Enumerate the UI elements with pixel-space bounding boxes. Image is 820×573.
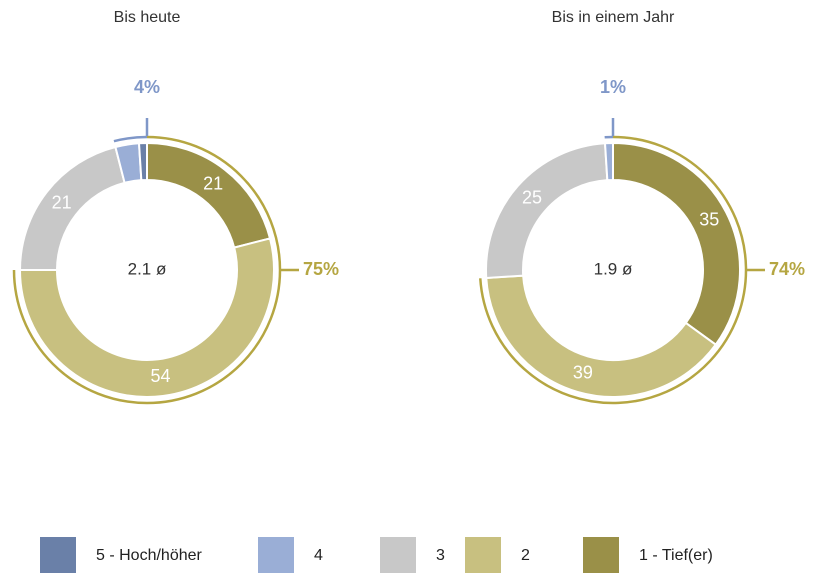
chart-title: Bis in einem Jahr bbox=[552, 9, 675, 26]
legend-swatch bbox=[465, 537, 501, 573]
data-label: 35 bbox=[699, 210, 719, 230]
legend-label: 4 bbox=[314, 547, 323, 564]
donut-segment bbox=[603, 141, 614, 182]
data-label: 54 bbox=[151, 366, 171, 386]
legend-swatch bbox=[258, 537, 294, 573]
donut-segment bbox=[18, 145, 126, 271]
donut-segment bbox=[137, 141, 148, 182]
donut-segment bbox=[612, 141, 741, 347]
donut-segment bbox=[146, 141, 272, 249]
center-label: 1.9 ø bbox=[594, 259, 633, 278]
legend-swatch bbox=[583, 537, 619, 573]
data-label: 25 bbox=[522, 187, 542, 207]
chart-title: Bis heute bbox=[114, 9, 181, 26]
annotation-bracket bbox=[12, 135, 282, 405]
annotation-bracket bbox=[479, 135, 748, 405]
legend-label: 1 - Tief(er) bbox=[639, 547, 713, 564]
annotation-label: 4% bbox=[134, 77, 160, 97]
annotation-label: 1% bbox=[600, 77, 626, 97]
legend-swatch bbox=[380, 537, 416, 573]
data-label: 21 bbox=[203, 173, 223, 193]
data-label: 21 bbox=[52, 193, 72, 213]
donut-segment bbox=[18, 237, 275, 398]
donut-segment bbox=[485, 274, 718, 398]
center-label: 2.1 ø bbox=[128, 259, 167, 278]
legend-label: 3 bbox=[436, 547, 445, 564]
annotation-label: 74% bbox=[769, 259, 805, 279]
data-label: 39 bbox=[573, 362, 593, 382]
legend-swatch bbox=[40, 537, 76, 573]
annotation-bracket bbox=[113, 135, 148, 143]
legend-label: 5 - Hoch/höher bbox=[96, 547, 203, 564]
donut-segment bbox=[485, 142, 609, 280]
annotation-label: 75% bbox=[303, 259, 339, 279]
legend-label: 2 bbox=[521, 547, 530, 564]
